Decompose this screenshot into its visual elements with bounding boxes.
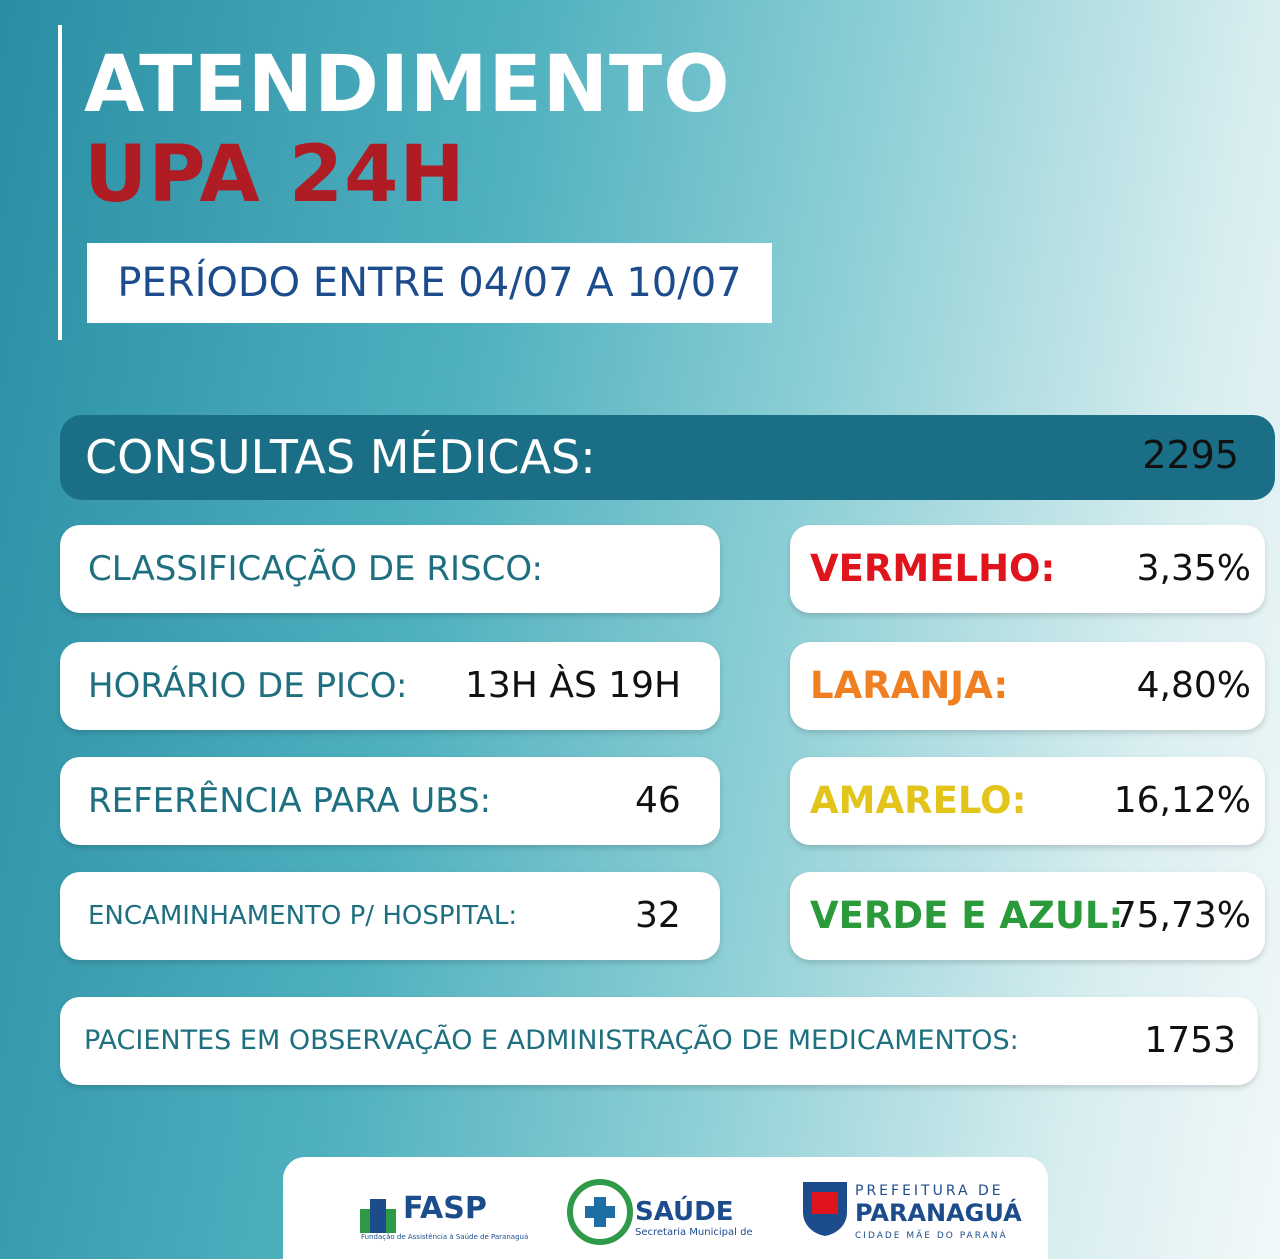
- risk-value: 4,80%: [1136, 665, 1251, 706]
- left-card: ENCAMINHAMENTO P/ HOSPITAL: 32: [60, 872, 720, 960]
- pref-sub: CIDADE MÃE DO PARANÁ: [855, 1231, 1008, 1241]
- fasp-icon: [360, 1199, 396, 1233]
- card-label: ENCAMINHAMENTO P/ HOSPITAL:: [88, 901, 518, 931]
- footer: FASP Fundação de Assistência à Saúde de …: [283, 1157, 1048, 1259]
- saude-sub: Secretaria Municipal de: [635, 1227, 753, 1238]
- risk-value: 16,12%: [1113, 780, 1251, 821]
- card-value: 32: [635, 895, 681, 936]
- risk-label: VERMELHO:: [810, 547, 1056, 590]
- risk-card: AMARELO: 16,12%: [790, 757, 1265, 845]
- observacao-value: 1753: [1144, 1020, 1236, 1061]
- risk-value: 3,35%: [1136, 548, 1251, 589]
- risk-card: VERMELHO: 3,35%: [790, 525, 1265, 613]
- risk-label: VERDE E AZUL:: [810, 894, 1124, 937]
- card-label: CLASSIFICAÇÃO DE RISCO:: [88, 549, 543, 589]
- left-card: REFERÊNCIA PARA UBS: 46: [60, 757, 720, 845]
- card-label: REFERÊNCIA PARA UBS:: [88, 781, 492, 821]
- risk-card: LARANJA: 4,80%: [790, 642, 1265, 730]
- risk-value: 75,73%: [1113, 895, 1251, 936]
- card-value: 46: [635, 780, 681, 821]
- card-value: 13H ÀS 19H: [465, 665, 682, 706]
- observacao-card: PACIENTES EM OBSERVAÇÃO E ADMINISTRAÇÃO …: [60, 997, 1258, 1085]
- risk-label: AMARELO:: [810, 779, 1027, 822]
- observacao-label: PACIENTES EM OBSERVAÇÃO E ADMINISTRAÇÃO …: [84, 1025, 1019, 1056]
- left-card: CLASSIFICAÇÃO DE RISCO:: [60, 525, 720, 613]
- subtitle: UPA 24H: [84, 130, 466, 220]
- pref-top: PREFEITURA DE: [855, 1183, 1004, 1199]
- pref-shield: [803, 1182, 847, 1236]
- card-label: HORÁRIO DE PICO:: [88, 666, 408, 706]
- consultas-bar: CONSULTAS MÉDICAS: 2295: [60, 415, 1275, 500]
- divider: [58, 25, 62, 340]
- consultas-value: 2295: [1142, 433, 1239, 477]
- title: ATENDIMENTO: [84, 40, 731, 130]
- risk-label: LARANJA:: [810, 664, 1009, 707]
- risk-card: VERDE E AZUL: 75,73%: [790, 872, 1265, 960]
- left-card: HORÁRIO DE PICO: 13H ÀS 19H: [60, 642, 720, 730]
- fasp-logo: FASP: [403, 1191, 487, 1226]
- saude-logo: SAÚDE: [635, 1197, 734, 1227]
- saude-icon: [567, 1179, 633, 1245]
- period: PERÍODO ENTRE 04/07 A 10/07: [87, 243, 772, 323]
- consultas-label: CONSULTAS MÉDICAS:: [85, 430, 596, 484]
- fasp-sub: Fundação de Assistência à Saúde de Paran…: [361, 1233, 529, 1241]
- pref-name: PARANAGUÁ: [855, 1199, 1022, 1227]
